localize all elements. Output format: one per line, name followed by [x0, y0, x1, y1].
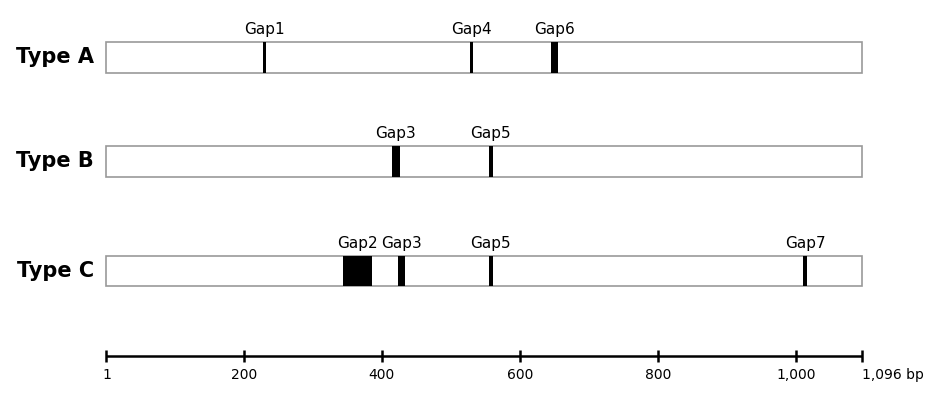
Text: 1,096 bp: 1,096 bp	[862, 368, 924, 382]
Text: Gap4: Gap4	[452, 22, 492, 37]
Bar	[106, 42, 862, 73]
Text: Gap3: Gap3	[381, 236, 422, 251]
Bar	[804, 256, 806, 286]
Bar	[489, 146, 493, 177]
Text: Gap1: Gap1	[245, 22, 285, 37]
Bar	[263, 42, 266, 73]
Text: Gap2: Gap2	[338, 236, 378, 251]
Bar	[106, 256, 862, 286]
Text: 1,000: 1,000	[776, 368, 816, 382]
Bar	[391, 146, 400, 177]
Bar	[106, 146, 862, 177]
Text: Gap6: Gap6	[534, 22, 575, 37]
Bar	[489, 256, 493, 286]
Bar	[343, 256, 373, 286]
Text: 200: 200	[231, 368, 257, 382]
Bar	[470, 42, 473, 73]
Bar	[398, 256, 405, 286]
Text: 1: 1	[102, 368, 111, 382]
Text: Gap5: Gap5	[470, 236, 511, 251]
Text: 600: 600	[506, 368, 534, 382]
Text: 400: 400	[369, 368, 395, 382]
Bar	[551, 42, 558, 73]
Text: Gap5: Gap5	[470, 126, 511, 141]
Text: Type C: Type C	[17, 261, 94, 281]
Text: Type B: Type B	[16, 151, 94, 171]
Text: Type A: Type A	[16, 48, 94, 67]
Text: Gap3: Gap3	[375, 126, 416, 141]
Text: Gap7: Gap7	[785, 236, 825, 251]
Text: 800: 800	[645, 368, 671, 382]
